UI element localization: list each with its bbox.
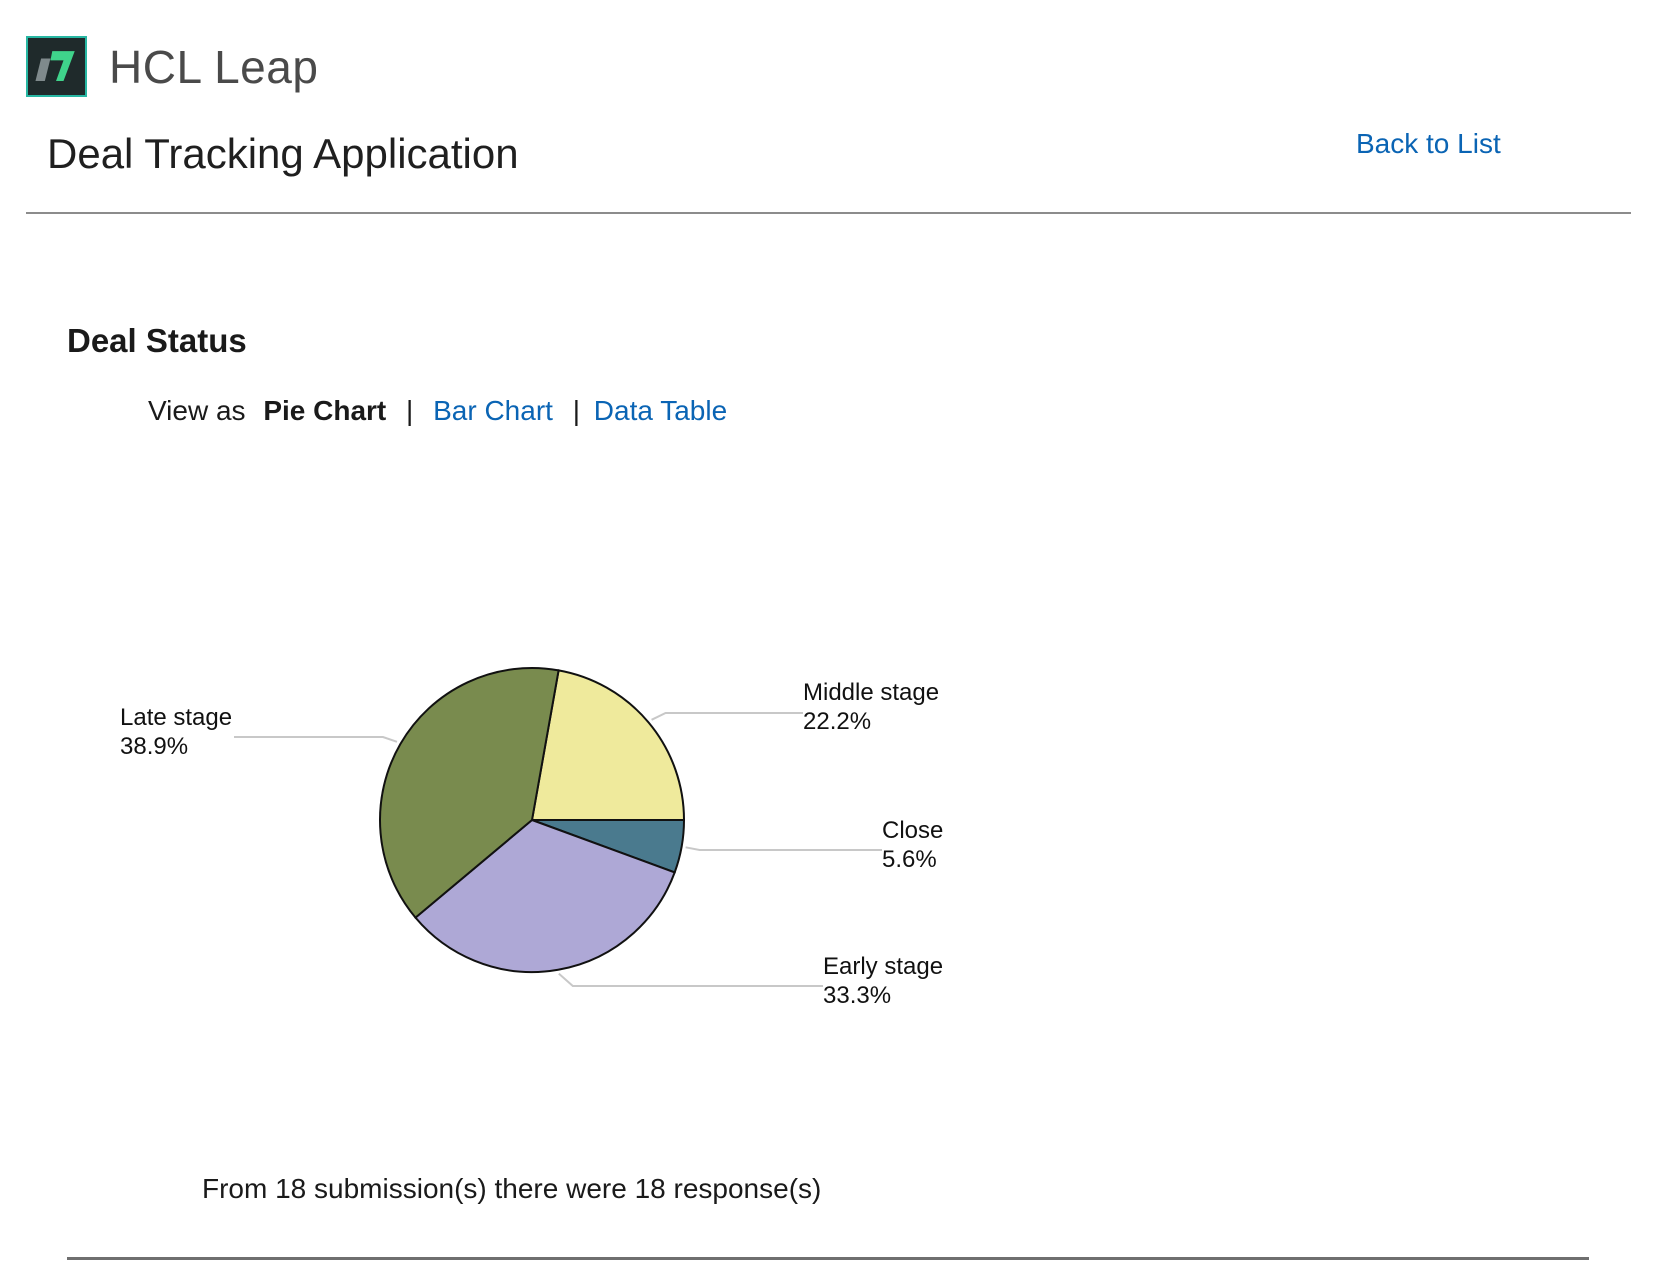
view-as-separator: | <box>406 395 414 426</box>
view-as-bar-chart-link[interactable]: Bar Chart <box>433 395 553 426</box>
logo: HCL Leap <box>26 36 318 97</box>
pie-slice-early-stage <box>414 818 676 973</box>
slice-percent-label: 38.9% <box>120 733 188 760</box>
footer-divider <box>67 1257 1589 1260</box>
slice-label: Late stage <box>120 704 232 731</box>
responses-summary: From 18 submission(s) there were 18 resp… <box>202 1173 822 1204</box>
slice-label: Middle stage <box>803 679 939 706</box>
leader-line <box>234 736 398 743</box>
pie-slice-late-stage <box>379 667 560 920</box>
view-as-current-pie-chart: Pie Chart <box>263 395 387 426</box>
slice-percent-label: 22.2% <box>803 708 871 735</box>
leader-line <box>685 846 882 851</box>
page-title: Deal Tracking Application <box>47 130 519 177</box>
leader-line <box>651 712 803 721</box>
view-as-switcher: View as Pie Chart | Bar Chart | Data Tab… <box>148 395 727 427</box>
slice-label: Close <box>882 817 943 844</box>
view-as-data-table-link[interactable]: Data Table <box>593 395 728 426</box>
hcl-leap-logo-icon <box>26 36 87 97</box>
section-title: Deal Status <box>67 322 247 359</box>
slice-percent-label: 33.3% <box>823 982 891 1009</box>
pie-slice-middle-stage <box>530 669 686 821</box>
back-to-list-link[interactable]: Back to List <box>1356 128 1501 159</box>
leader-line <box>558 972 823 987</box>
logo-text: HCL Leap <box>109 40 319 93</box>
slice-label: Early stage <box>823 953 943 980</box>
slice-percent-label: 5.6% <box>882 846 937 873</box>
header-divider <box>26 212 1631 214</box>
view-as-separator: | <box>572 395 580 426</box>
view-as-label: View as <box>148 395 246 426</box>
